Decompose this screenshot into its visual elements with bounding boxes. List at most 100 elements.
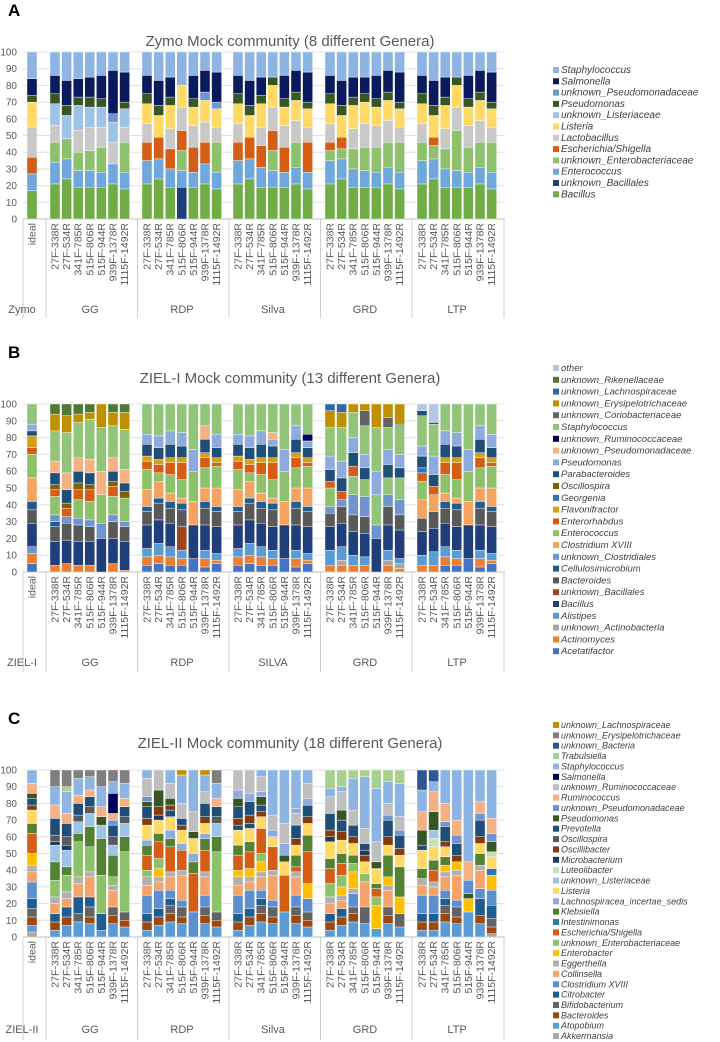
bar-segment bbox=[244, 447, 255, 460]
legend-swatch bbox=[553, 856, 559, 863]
category-label: 515F-806R bbox=[267, 941, 279, 994]
bar-segment bbox=[61, 516, 72, 524]
bar-segment bbox=[26, 809, 38, 824]
legend-label: Acetatifactor bbox=[560, 646, 615, 657]
bar-grd-939f-1378r bbox=[382, 769, 394, 938]
y-tick-label: 20 bbox=[6, 899, 18, 910]
bar-segment bbox=[302, 462, 313, 467]
bar-segment bbox=[119, 126, 130, 143]
legend-label: unknown_Ruminococcaceae bbox=[561, 782, 676, 792]
category-label: 1115F-1492R bbox=[302, 576, 314, 639]
legend-swatch bbox=[553, 624, 559, 631]
category-label: 27F-534R bbox=[428, 223, 440, 270]
bar-segment bbox=[49, 403, 61, 415]
bar-segment bbox=[164, 501, 176, 509]
bar-rdp-27f-534r bbox=[153, 403, 164, 573]
bar-segment bbox=[302, 883, 313, 899]
bar-segment bbox=[61, 769, 72, 787]
bar-segment bbox=[440, 128, 451, 150]
bar-grd-27f-534r bbox=[336, 51, 347, 220]
legend-item: unknown_Pseudomonadaceae bbox=[553, 88, 699, 99]
bar-segment bbox=[244, 890, 255, 909]
bar-segment bbox=[107, 457, 119, 472]
bar-segment bbox=[324, 913, 336, 923]
bar-segment bbox=[256, 76, 267, 96]
bar-segment bbox=[199, 439, 211, 453]
bar-segment bbox=[164, 430, 176, 445]
bar-segment bbox=[440, 905, 451, 914]
legend-swatch bbox=[553, 565, 559, 572]
bar-segment bbox=[164, 546, 176, 558]
legend-item: unknown_Pseudomonadaceae bbox=[553, 446, 691, 457]
bar-segment bbox=[164, 462, 176, 475]
bar-segment bbox=[267, 76, 278, 86]
bar-segment bbox=[61, 866, 72, 876]
bar-segment bbox=[416, 410, 428, 416]
bar-segment bbox=[324, 513, 336, 527]
bar-segment bbox=[416, 878, 428, 886]
bar-segment bbox=[107, 538, 119, 564]
bar-segment bbox=[428, 565, 439, 573]
bar-segment bbox=[348, 778, 359, 811]
category-label: 27F-338R bbox=[142, 941, 154, 988]
bar-segment bbox=[211, 141, 222, 173]
bar-segment bbox=[211, 816, 222, 824]
bar-segment bbox=[141, 824, 153, 841]
bar-segment bbox=[96, 75, 107, 99]
bar-segment bbox=[153, 814, 164, 821]
bar-segment bbox=[486, 511, 497, 527]
bar-segment bbox=[199, 791, 211, 804]
category-label: 515F-944R bbox=[96, 576, 108, 629]
legend-label: unknown_Lachnospiraceae bbox=[561, 387, 677, 398]
bar-segment bbox=[486, 890, 497, 906]
bar-segment bbox=[244, 403, 255, 437]
bar-segment bbox=[153, 497, 164, 504]
bar-segment bbox=[416, 499, 428, 519]
bar-segment bbox=[141, 556, 153, 566]
bar-segment bbox=[336, 786, 347, 792]
legend-item: Bacillus bbox=[553, 599, 594, 610]
bar-segment bbox=[382, 70, 394, 93]
bar-segment bbox=[348, 96, 359, 106]
bar-segment bbox=[302, 816, 313, 824]
category-label: 939F-1378R bbox=[475, 941, 487, 1000]
bar-segment bbox=[49, 818, 61, 836]
legend-label: Luteolibacter bbox=[561, 865, 614, 875]
bar-segment bbox=[176, 497, 188, 504]
bar-segment bbox=[26, 925, 38, 933]
legend-label: Prevotella bbox=[561, 824, 601, 834]
legend-swatch bbox=[553, 908, 559, 915]
legend-swatch bbox=[553, 732, 559, 739]
bar-segment bbox=[61, 875, 72, 893]
bar-segment bbox=[279, 911, 290, 938]
y-tick-label: 10 bbox=[6, 916, 18, 927]
legend-swatch bbox=[553, 157, 559, 164]
bar-segment bbox=[290, 824, 302, 839]
y-tick-label: 10 bbox=[6, 551, 18, 562]
category-label: 1115F-1492R bbox=[486, 941, 498, 1004]
bar-segment bbox=[119, 497, 130, 522]
bar-segment bbox=[107, 876, 119, 886]
bar-segment bbox=[199, 487, 211, 502]
bar-segment bbox=[141, 895, 153, 914]
bar-segment bbox=[119, 920, 130, 928]
bar-segment bbox=[84, 526, 96, 542]
bar-segment bbox=[394, 913, 405, 928]
bar-segment bbox=[199, 833, 211, 839]
bar-segment bbox=[290, 906, 302, 916]
bar-segment bbox=[244, 555, 255, 564]
bar-segment bbox=[256, 444, 267, 458]
bar-segment bbox=[176, 558, 188, 566]
bar-segment bbox=[211, 101, 222, 109]
bar-segment bbox=[302, 71, 313, 103]
bar-segment bbox=[486, 560, 497, 564]
bar-segment bbox=[302, 804, 313, 817]
legend-swatch bbox=[553, 78, 559, 85]
bar-segment bbox=[290, 838, 302, 846]
bar-segment bbox=[382, 100, 394, 121]
legend-label: Bacteroides bbox=[561, 575, 611, 586]
bar-segment bbox=[359, 187, 370, 220]
legend-label: unknown_Pseudomonadaceae bbox=[561, 88, 699, 99]
category-label: 515F-944R bbox=[279, 576, 291, 629]
legend-swatch bbox=[553, 412, 559, 419]
